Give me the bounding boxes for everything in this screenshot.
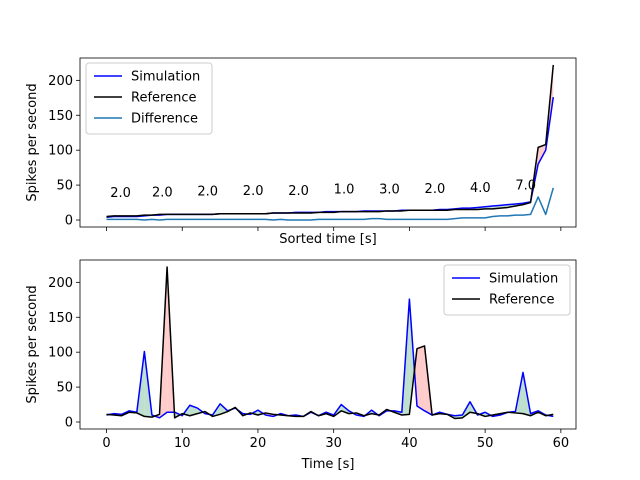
x-tick-label: 30 [325,436,342,451]
legend-label-simulation: Simulation [489,272,558,287]
annotation-label: 2.0 [243,184,264,199]
y-axis-label: Spikes per second [25,285,40,403]
y-tick-label: 200 [48,74,73,89]
fill-between-simulation-over [409,299,415,415]
y-tick-label: 150 [48,109,73,124]
annotation-label: 7.0 [515,178,536,193]
axes-frame [79,57,577,228]
y-tick-label: 200 [48,276,73,291]
y-tick-label: 0 [65,416,73,431]
axes-frame [79,259,577,430]
x-tick-label: 60 [553,436,570,451]
x-tick-label: 40 [401,436,418,451]
series-line-difference [106,187,555,221]
chart-panel-1: 2.0 2.0 2.0 2.0 2.0 1.0 3.0 2.0 4.0 7.0 0 50 100 150 2… [25,57,577,247]
x-tick-label: 20 [250,436,267,451]
annotation-label: 2.0 [197,185,218,200]
fill-between-reference-over [416,345,425,411]
x-tick-label: 10 [174,436,191,451]
legend: Simulation Reference [443,264,571,316]
series-line-reference [106,266,554,420]
annotation-label: 1.0 [334,182,355,197]
series-line-reference [106,64,555,218]
annotation-label: 2.0 [152,185,173,200]
chart-panel-2: 0 10 20 30 40 50 60 0 50 100 150 200 Time [s] Spikes … [25,259,577,472]
x-tick-label: 50 [477,436,494,451]
y-tick-label: 150 [48,311,73,326]
y-tick-label: 50 [56,179,73,194]
x-axis-label: Sorted time [s] [279,232,376,247]
annotation-label: 2.0 [425,182,446,197]
legend-frame [85,62,213,135]
legend-label-reference: Reference [131,91,196,106]
annotation-label: 2.0 [288,184,309,199]
annotation-label: 4.0 [470,181,491,196]
y-tick-label: 100 [48,346,73,361]
y-tick-label: 50 [56,381,73,396]
legend-label-difference: Difference [131,112,198,127]
legend: Simulation Reference Difference [85,62,213,135]
x-tick-label: 0 [102,436,110,451]
legend-label-simulation: Simulation [131,70,200,85]
annotation-label: 2.0 [110,186,131,201]
y-tick-label: 100 [48,144,73,159]
y-tick-label: 0 [65,214,73,229]
y-axis-label: Spikes per second [25,83,40,201]
legend-label-reference: Reference [489,293,554,308]
x-axis-label: Time [s] [301,457,355,472]
annotation-label: 3.0 [379,182,400,197]
